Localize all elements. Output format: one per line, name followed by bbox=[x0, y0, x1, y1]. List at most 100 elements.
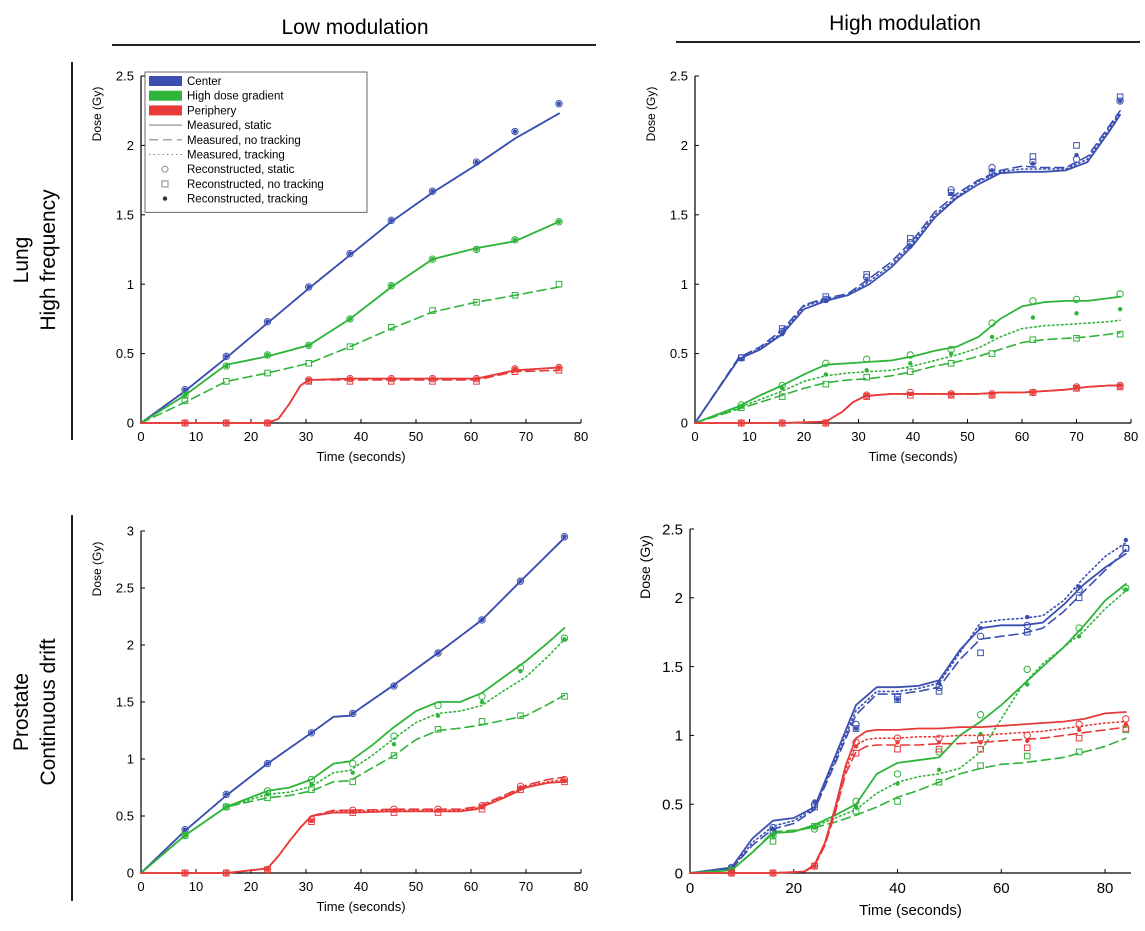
marker-circle-center bbox=[346, 249, 354, 258]
marker-dot-periphery bbox=[812, 863, 817, 869]
marker-square-gradient bbox=[1073, 335, 1080, 342]
marker-dot-center bbox=[770, 826, 776, 832]
y-tick-label: 1 bbox=[127, 752, 134, 767]
legend-label: Reconstructed, no tracking bbox=[187, 179, 324, 191]
marker-dot-periphery bbox=[770, 870, 776, 876]
y-tick-label: 1 bbox=[675, 728, 683, 745]
marker-circle-center bbox=[1116, 97, 1124, 105]
x-axis-label: Time (seconds) bbox=[859, 902, 962, 919]
marker-dot-periphery bbox=[562, 778, 567, 783]
y-tick-label: 1.5 bbox=[662, 659, 683, 676]
y-tick-label: 2 bbox=[681, 138, 688, 153]
marker-square-periphery bbox=[738, 419, 745, 427]
marker-circle-center bbox=[387, 216, 395, 225]
marker-square-periphery bbox=[811, 862, 818, 870]
marker-square-gradient bbox=[822, 380, 830, 388]
marker-circle-center bbox=[511, 127, 519, 136]
marker-dot-center bbox=[948, 191, 954, 197]
legend-label: High dose gradient bbox=[187, 91, 284, 103]
series-line-center-dotted bbox=[694, 111, 1121, 424]
marker-dot-center bbox=[1123, 537, 1129, 543]
marker-dot-center bbox=[864, 277, 869, 283]
marker-square-periphery bbox=[852, 749, 860, 757]
series-line-center-dashed bbox=[694, 109, 1121, 424]
marker-square-center bbox=[778, 325, 786, 332]
marker-square-center bbox=[894, 696, 901, 703]
marker-square-gradient bbox=[906, 368, 914, 375]
marker-square-periphery bbox=[728, 869, 735, 877]
marker-dot-periphery bbox=[224, 870, 229, 876]
marker-square-center bbox=[1122, 544, 1130, 552]
x-tick-label: 10 bbox=[742, 429, 756, 444]
marker-dot-center bbox=[224, 354, 229, 359]
marker-dot-periphery bbox=[474, 376, 479, 381]
marker-circle-gradient bbox=[555, 218, 563, 226]
marker-square-periphery bbox=[894, 745, 901, 753]
x-tick-label: 80 bbox=[1097, 880, 1114, 897]
marker-dot-center bbox=[350, 711, 355, 716]
x-tick-label: 20 bbox=[244, 879, 258, 894]
y-axis-label: Dose (Gy) bbox=[90, 87, 104, 142]
x-tick-label: 10 bbox=[189, 879, 203, 894]
marker-circle-gradient bbox=[822, 359, 830, 368]
marker-dot-periphery bbox=[265, 420, 270, 426]
series-line-gradient-solid bbox=[140, 627, 566, 874]
marker-dot-gradient bbox=[908, 361, 913, 366]
marker-dot-gradient bbox=[182, 833, 188, 838]
marker-square-center bbox=[863, 271, 870, 278]
marker-square-gradient bbox=[387, 323, 395, 331]
marker-dot-gradient bbox=[435, 713, 441, 718]
marker-square-center bbox=[906, 235, 914, 242]
series-line-gradient-dotted bbox=[694, 319, 1121, 424]
marker-dot-periphery bbox=[853, 744, 859, 749]
marker-dot-center bbox=[512, 129, 518, 134]
legend-swatch bbox=[149, 90, 182, 101]
x-tick-label: 80 bbox=[574, 879, 588, 894]
marker-dot-center bbox=[895, 697, 900, 702]
marker-square-gradient bbox=[935, 778, 943, 786]
y-tick-label: 2.5 bbox=[662, 521, 683, 538]
series-line-gradient-dotted bbox=[140, 638, 566, 874]
marker-circle-center bbox=[1023, 621, 1031, 630]
marker-square-center bbox=[1075, 594, 1083, 602]
legend-label: Periphery bbox=[187, 105, 236, 117]
x-tick-label: 70 bbox=[519, 879, 533, 894]
marker-dot-gradient bbox=[512, 237, 518, 242]
marker-circle-gradient bbox=[988, 319, 996, 327]
marker-circle-gradient bbox=[222, 362, 230, 370]
series-line-gradient-dashed bbox=[140, 286, 560, 424]
x-tick-label: 20 bbox=[785, 880, 802, 897]
marker-square-gradient bbox=[1075, 748, 1083, 756]
marker-square-gradient bbox=[517, 712, 524, 719]
y-tick-label: 0.5 bbox=[662, 796, 683, 813]
marker-square-center bbox=[1073, 142, 1080, 149]
marker-dot-periphery bbox=[435, 808, 441, 813]
marker-circle-center bbox=[263, 759, 272, 768]
marker-dot-gradient bbox=[1074, 311, 1079, 316]
marker-dot-center bbox=[739, 356, 744, 362]
x-tick-label: 0 bbox=[137, 429, 144, 444]
marker-square-gradient bbox=[977, 762, 984, 769]
y-tick-label: 1.5 bbox=[116, 695, 134, 710]
marker-circle-center bbox=[305, 283, 313, 291]
marker-dot-gradient bbox=[182, 393, 188, 398]
marker-dot-periphery bbox=[224, 420, 229, 426]
marker-dot-gradient bbox=[224, 804, 229, 810]
marker-dot-center bbox=[908, 244, 913, 249]
marker-dot-center bbox=[780, 331, 785, 337]
marker-dot-periphery bbox=[518, 785, 523, 790]
marker-circle-gradient bbox=[387, 281, 395, 290]
marker-circle-center bbox=[516, 577, 525, 585]
x-tick-label: 50 bbox=[960, 429, 974, 444]
x-tick-label: 20 bbox=[797, 429, 811, 444]
marker-dot-periphery bbox=[182, 420, 188, 426]
marker-dot-gradient bbox=[1030, 315, 1036, 320]
marker-dot-periphery bbox=[350, 809, 355, 814]
marker-dot-gradient bbox=[739, 404, 744, 409]
marker-square-gradient bbox=[1116, 330, 1124, 338]
marker-square-gradient bbox=[778, 393, 786, 400]
marker-square-gradient bbox=[894, 798, 901, 805]
marker-dot-gradient bbox=[770, 833, 776, 839]
marker-circle-gradient bbox=[472, 245, 481, 254]
x-tick-label: 80 bbox=[574, 429, 588, 444]
